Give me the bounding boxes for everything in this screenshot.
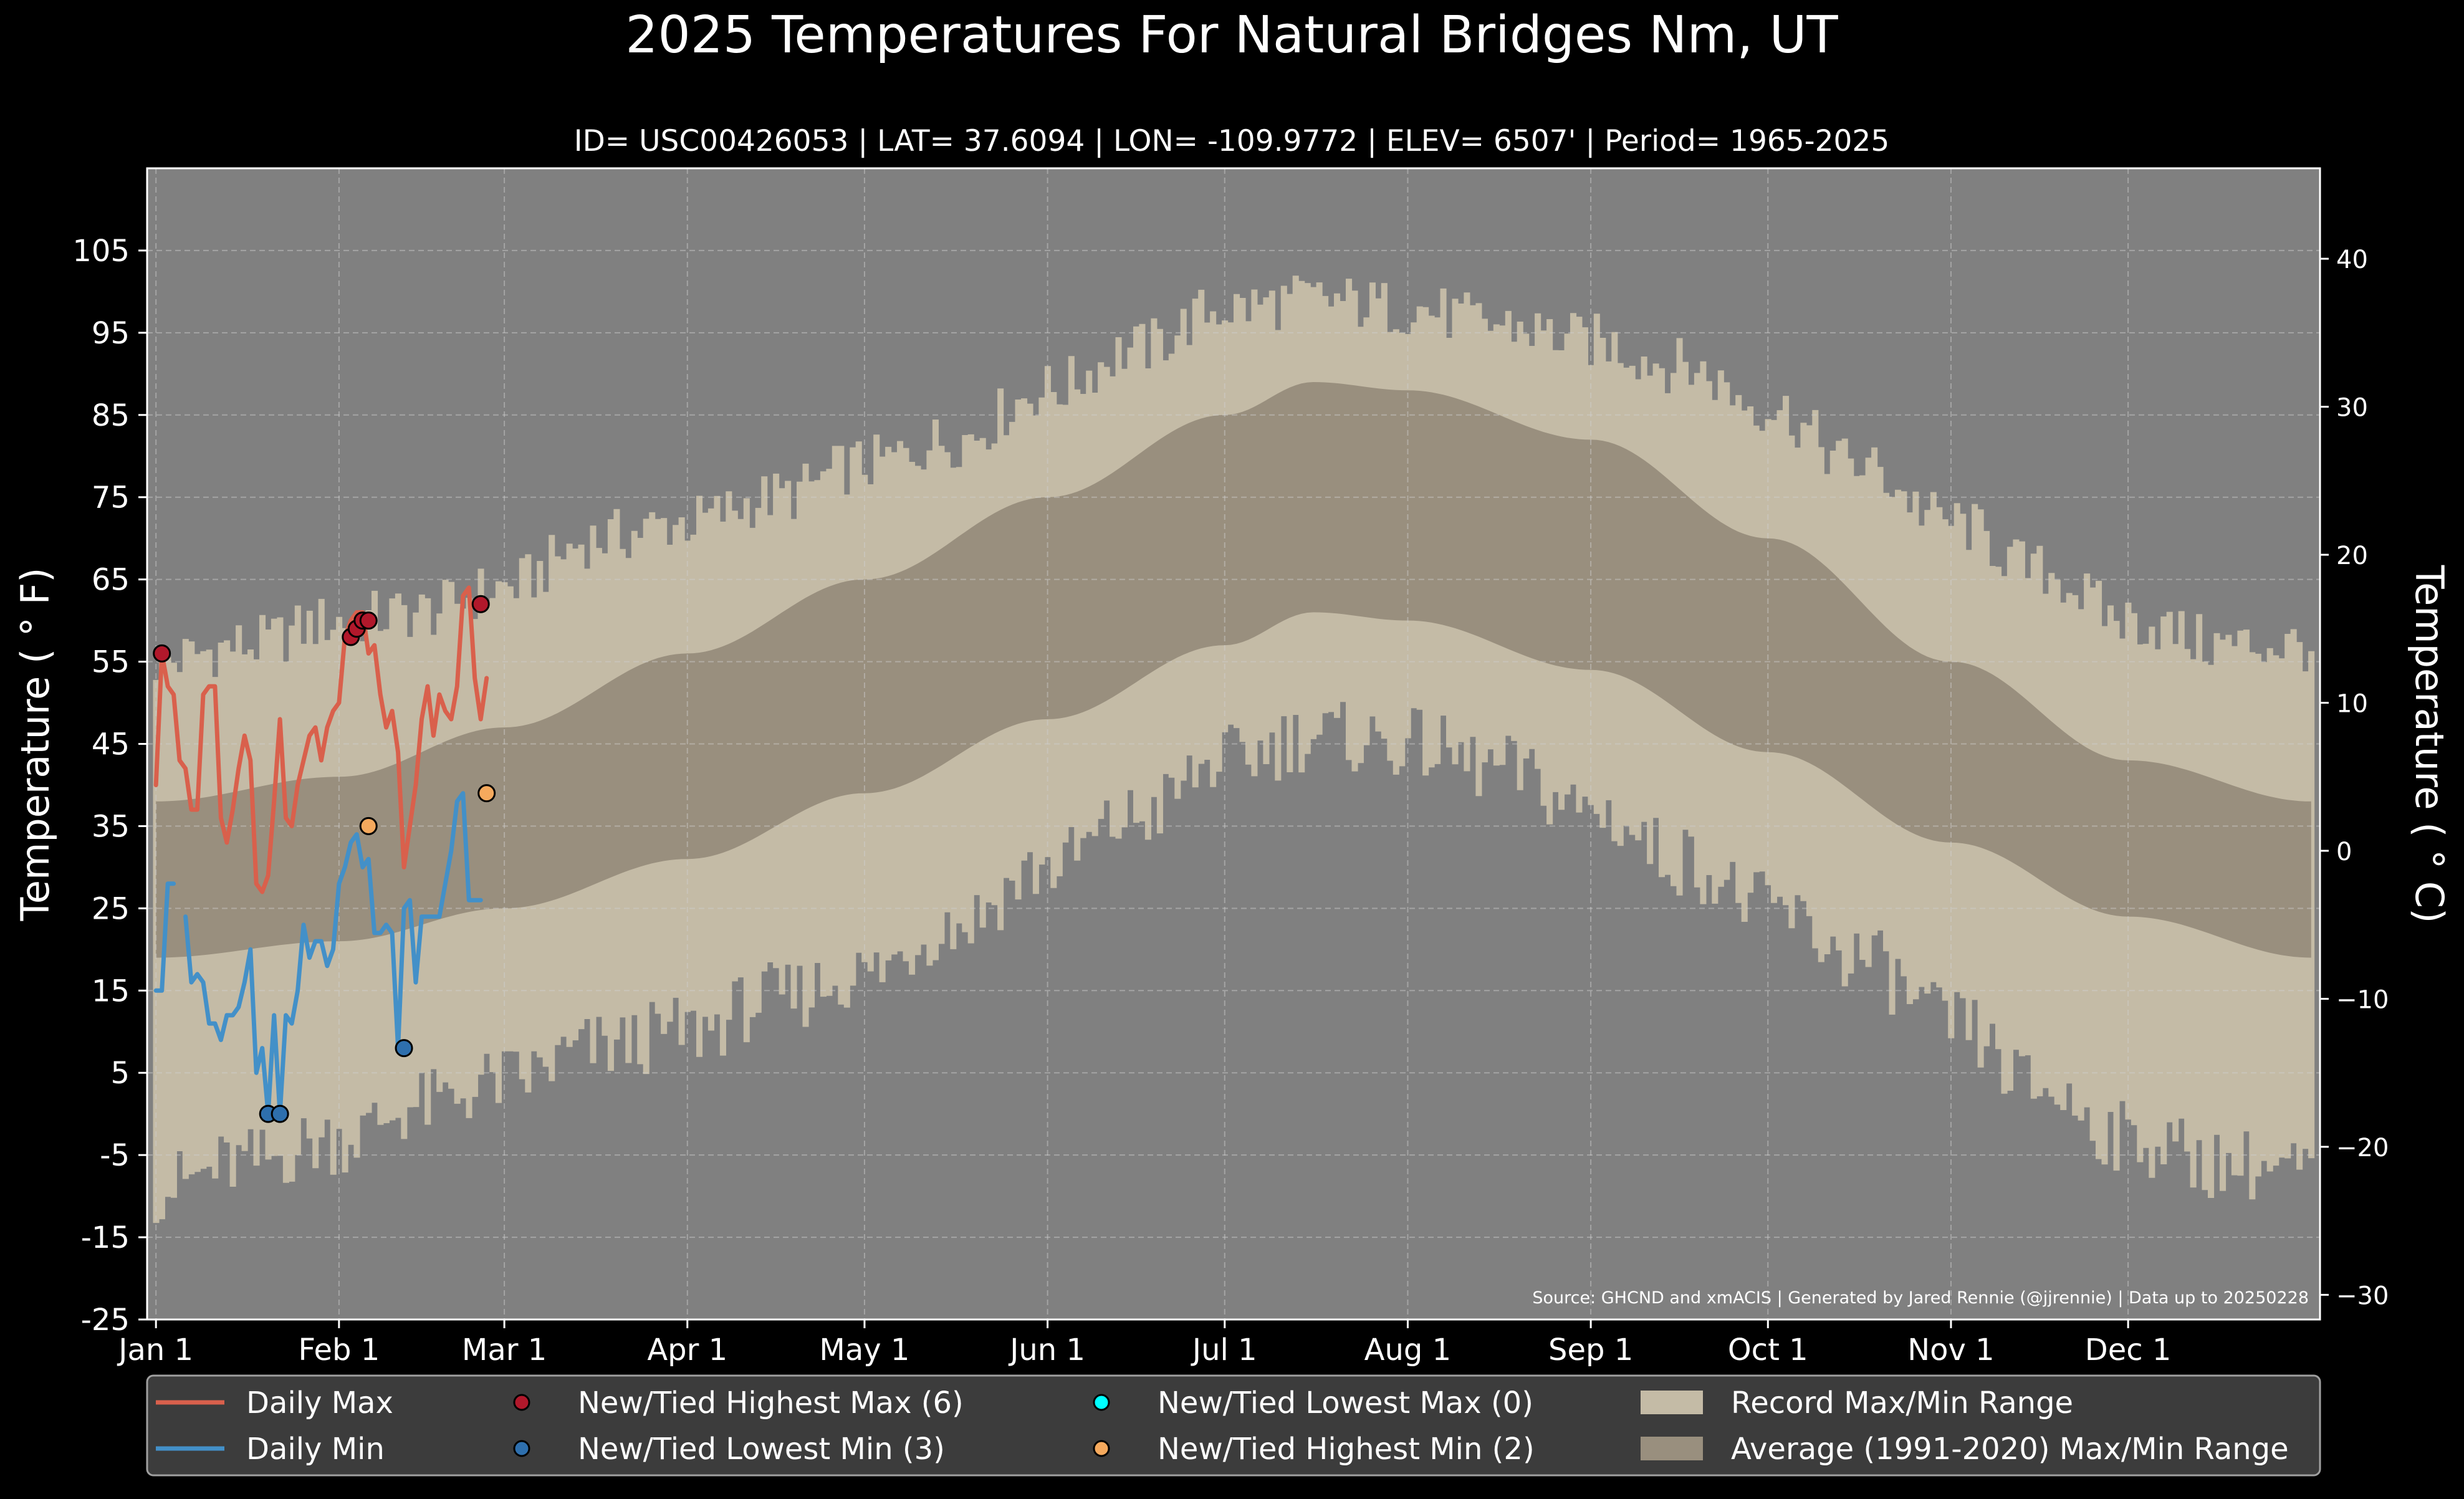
record-range-band (153, 275, 2315, 1224)
y-tick-label-left: 85 (92, 398, 130, 433)
gridlines (147, 168, 2320, 1320)
y-tick-label-left: 95 (92, 316, 130, 351)
x-tick-label: Apr 1 (647, 1333, 727, 1367)
y-tick-label-right: −20 (2336, 1134, 2389, 1162)
y-tick-label-left: 5 (110, 1056, 130, 1091)
y-tick-label-left: 45 (92, 727, 130, 762)
y-tick-label-right: 40 (2336, 246, 2368, 274)
x-tick-label: May 1 (819, 1333, 909, 1367)
y-tick-label-left: 35 (92, 809, 130, 844)
y-tick-label-right: −10 (2336, 985, 2389, 1014)
y-tick-label-right: 30 (2336, 394, 2368, 423)
y-tick-label-left: -15 (81, 1220, 130, 1255)
legend-box (146, 1374, 2321, 1477)
average-range-band (156, 382, 2311, 958)
plot-area: -25 -15 -5 5 15 25 35 45 55 65 75 85 95 105 −30 −20 −10 0… (72, 167, 2389, 1367)
y-tick-label-right: 0 (2336, 838, 2352, 866)
chart-title: 2025 Temperatures For Natural Bridges Nm… (625, 6, 1838, 65)
new-tied-highest-min-marker (359, 817, 378, 835)
y-tick-label-left: -25 (81, 1303, 130, 1338)
x-tick-label: Aug 1 (1364, 1333, 1452, 1367)
x-tick-label: Nov 1 (1907, 1333, 1994, 1367)
x-tick-label: Jan 1 (117, 1333, 193, 1367)
y-tick-label-left: 25 (92, 891, 130, 926)
legend-label-average-1991-2020-max-min-range: Average (1991-2020) Max/Min Range (1731, 1432, 2289, 1467)
legend-label-new-tied-lowest-min-3: New/Tied Lowest Min (3) (578, 1432, 945, 1467)
y-tick-label-right: 20 (2336, 542, 2368, 570)
legend-label-record-max-min-range: Record Max/Min Range (1731, 1386, 2073, 1420)
y-axis-label-celsius: Temperature ( ° C) (2407, 565, 2452, 924)
x-tick-label: Dec 1 (2085, 1333, 2172, 1367)
y-tick-label-right: 10 (2336, 690, 2368, 719)
legend-swatch-new-tied-lowest-max-0 (1093, 1394, 1110, 1411)
legend-label-new-tied-lowest-max-0: New/Tied Lowest Max (0) (1158, 1386, 1533, 1420)
chart-subtitle: ID= USC00426053 | LAT= 37.6094 | LON= -1… (574, 124, 1890, 158)
new-tied-lowest-min-marker (395, 1039, 413, 1058)
legend: Daily Max Daily Min New/Tied Highest Max (… (146, 1374, 2321, 1477)
new-tied-highest-min-marker (477, 784, 496, 803)
legend-swatch-average-1991-2020-max-min-range (1641, 1437, 1703, 1460)
legend-label-new-tied-highest-max-6: New/Tied Highest Max (6) (578, 1386, 964, 1420)
legend-swatch-new-tied-highest-max-6 (513, 1394, 530, 1411)
x-tick-label: Mar 1 (462, 1333, 547, 1367)
x-tick-label: Feb 1 (298, 1333, 380, 1367)
x-tick-label: Oct 1 (1728, 1333, 1808, 1367)
new-tied-highest-max-marker (471, 595, 490, 613)
daily-min-line (153, 791, 483, 1116)
new-tied-lowest-min-marker (271, 1104, 289, 1123)
legend-swatch-record-max-min-range (1641, 1391, 1703, 1414)
x-tick-label: Jul 1 (1191, 1333, 1257, 1367)
y-tick-label-left: 15 (92, 974, 130, 1008)
y-tick-label-left: 65 (92, 563, 130, 598)
source-note: Source: GHCND and xmACIS | Generated by … (1532, 1288, 2309, 1308)
daily-max-line (153, 585, 489, 894)
y-tick-label-left: 55 (92, 645, 130, 680)
x-tick-label: Sep 1 (1548, 1333, 1633, 1367)
new-tied-highest-max-marker (359, 611, 378, 630)
x-tick-label: Jun 1 (1008, 1333, 1085, 1367)
legend-label-daily-max: Daily Max (246, 1386, 393, 1420)
new-tied-highest-max-marker (153, 644, 171, 663)
legend-label-daily-min: Daily Min (246, 1432, 385, 1467)
legend-swatch-new-tied-highest-min-2 (1093, 1440, 1110, 1457)
legend-label-new-tied-highest-min-2: New/Tied Highest Min (2) (1158, 1432, 1535, 1467)
y-tick-label-left: 75 (92, 481, 130, 515)
y-tick-label-left: 105 (72, 234, 130, 269)
legend-swatch-new-tied-lowest-min-3 (513, 1440, 530, 1457)
y-tick-label-left: -5 (100, 1138, 130, 1173)
y-tick-label-right: −30 (2336, 1281, 2389, 1310)
y-axis-label-fahrenheit: Temperature ( ° F) (12, 568, 58, 922)
